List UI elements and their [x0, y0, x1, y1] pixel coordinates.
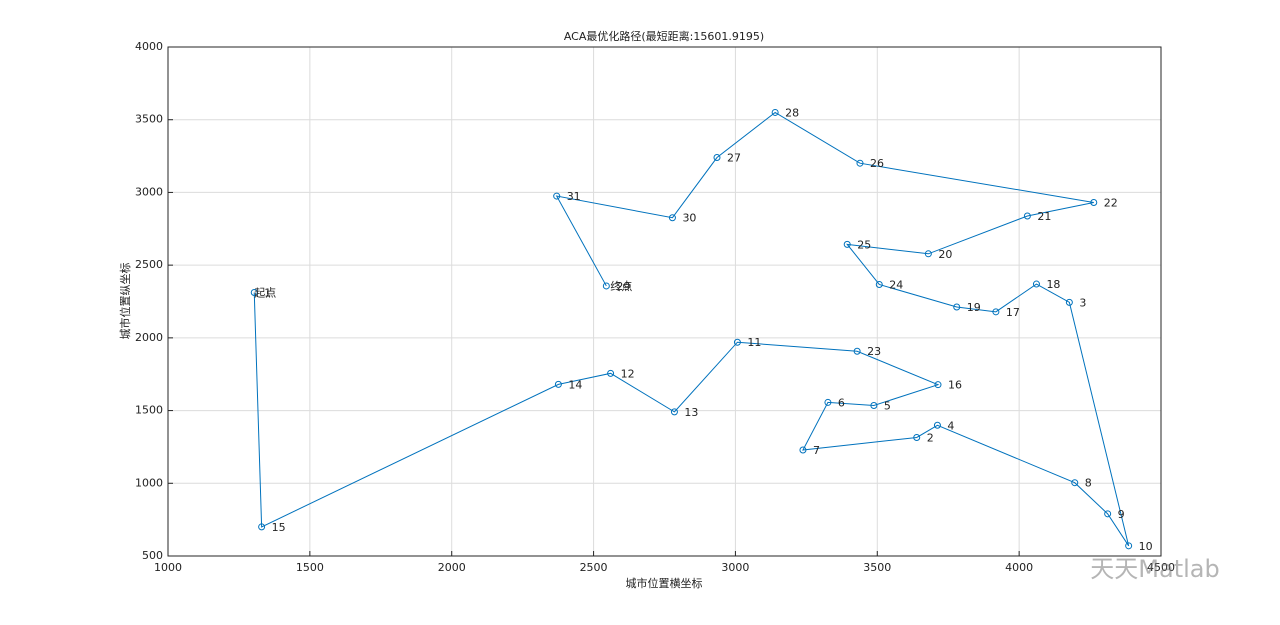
city-marker: [607, 369, 615, 377]
city-label: 24: [889, 278, 903, 291]
x-tick-label: 1500: [296, 561, 324, 574]
y-axis-label: 城市位置纵坐标: [118, 263, 132, 340]
city-label: 4: [947, 419, 954, 432]
city-marker: [934, 381, 942, 389]
city-marker: [668, 214, 676, 222]
city-label: 3: [1079, 296, 1086, 309]
x-axis-label: 城市位置横坐标: [626, 576, 703, 590]
city-label: 10: [1139, 540, 1153, 553]
city-label: 16: [948, 379, 962, 392]
x-tick-label: 3500: [863, 561, 891, 574]
y-tick-label: 4000: [135, 40, 163, 53]
city-label: 26: [870, 157, 884, 170]
city-marker: [733, 338, 741, 346]
city-label: 11: [747, 336, 761, 349]
y-tick-label: 500: [142, 549, 163, 562]
city-label: 7: [813, 444, 820, 457]
y-tick-label: 2000: [135, 331, 163, 344]
city-label: 1: [264, 286, 271, 299]
city-label: 20: [938, 248, 952, 261]
city-marker: [554, 380, 562, 388]
city-label: 22: [1104, 196, 1118, 209]
x-tick-label: 3000: [721, 561, 749, 574]
x-tick-label: 4000: [1005, 561, 1033, 574]
city-marker: [913, 433, 921, 441]
city-marker: [856, 159, 864, 167]
city-label: 21: [1037, 210, 1051, 223]
plot-area: 1000 1500 2000 2500 3000 3500 4000 450050010001…: [135, 40, 1175, 574]
city-marker: [258, 523, 266, 531]
city-label: 8: [1085, 477, 1092, 490]
city-marker: [1125, 542, 1133, 550]
city-marker: [870, 401, 878, 409]
city-marker: [1065, 298, 1073, 306]
city-marker: [924, 250, 932, 258]
end-label: 终点: [610, 279, 632, 293]
city-marker: [1071, 479, 1079, 487]
city-marker: [1090, 198, 1098, 206]
city-marker: [1104, 510, 1112, 518]
city-marker: [799, 446, 807, 454]
city-label: 2: [927, 431, 934, 444]
city-label: 13: [684, 406, 698, 419]
city-label: 14: [568, 378, 582, 391]
axes-box: [167, 46, 1162, 557]
city-marker: [713, 154, 721, 162]
city-label: 12: [621, 367, 635, 380]
city-label: 27: [727, 152, 741, 165]
city-marker: [824, 398, 832, 406]
city-label: 5: [884, 399, 891, 412]
city-label: 19: [967, 301, 981, 314]
y-tick-label: 3500: [135, 113, 163, 126]
city-label: 6: [838, 396, 845, 409]
city-marker: [933, 421, 941, 429]
y-tick-label: 1000: [135, 476, 163, 489]
city-label: 25: [857, 238, 871, 251]
city-marker: [1032, 280, 1040, 288]
x-tick-label: 1000: [154, 561, 182, 574]
route-line: [253, 111, 1130, 547]
city-marker: [250, 288, 258, 296]
city-label: 23: [867, 345, 881, 358]
y-tick-label: 1500: [135, 404, 163, 417]
city-marker: [553, 192, 561, 200]
x-tick-label: 2000: [438, 561, 466, 574]
city-label: 9: [1118, 508, 1125, 521]
watermark: 天天Matlab: [1090, 555, 1219, 583]
city-label: 31: [567, 190, 581, 203]
city-marker: [771, 108, 779, 116]
city-marker: [1023, 212, 1031, 220]
y-tick-label: 3000: [135, 185, 163, 198]
city-marker: [992, 308, 1000, 316]
city-marker: [843, 240, 851, 248]
x-tick-label: 2500: [580, 561, 608, 574]
chart-title: ACA最优化路径(最短距离:15601.9195): [564, 29, 764, 43]
city-label: 30: [682, 212, 696, 225]
city-marker: [853, 347, 861, 355]
city-marker: [602, 282, 610, 290]
city-marker: [670, 408, 678, 416]
city-marker: [953, 303, 961, 311]
city-label: 18: [1046, 278, 1060, 291]
y-tick-label: 2500: [135, 258, 163, 271]
city-label: 28: [785, 106, 799, 119]
city-label: 15: [272, 521, 286, 534]
city-marker: [875, 280, 883, 288]
city-label: 17: [1006, 306, 1020, 319]
start-label: 起点: [254, 286, 276, 299]
x-tick-label: 4500: [1147, 561, 1175, 574]
city-label: 29: [616, 280, 630, 293]
